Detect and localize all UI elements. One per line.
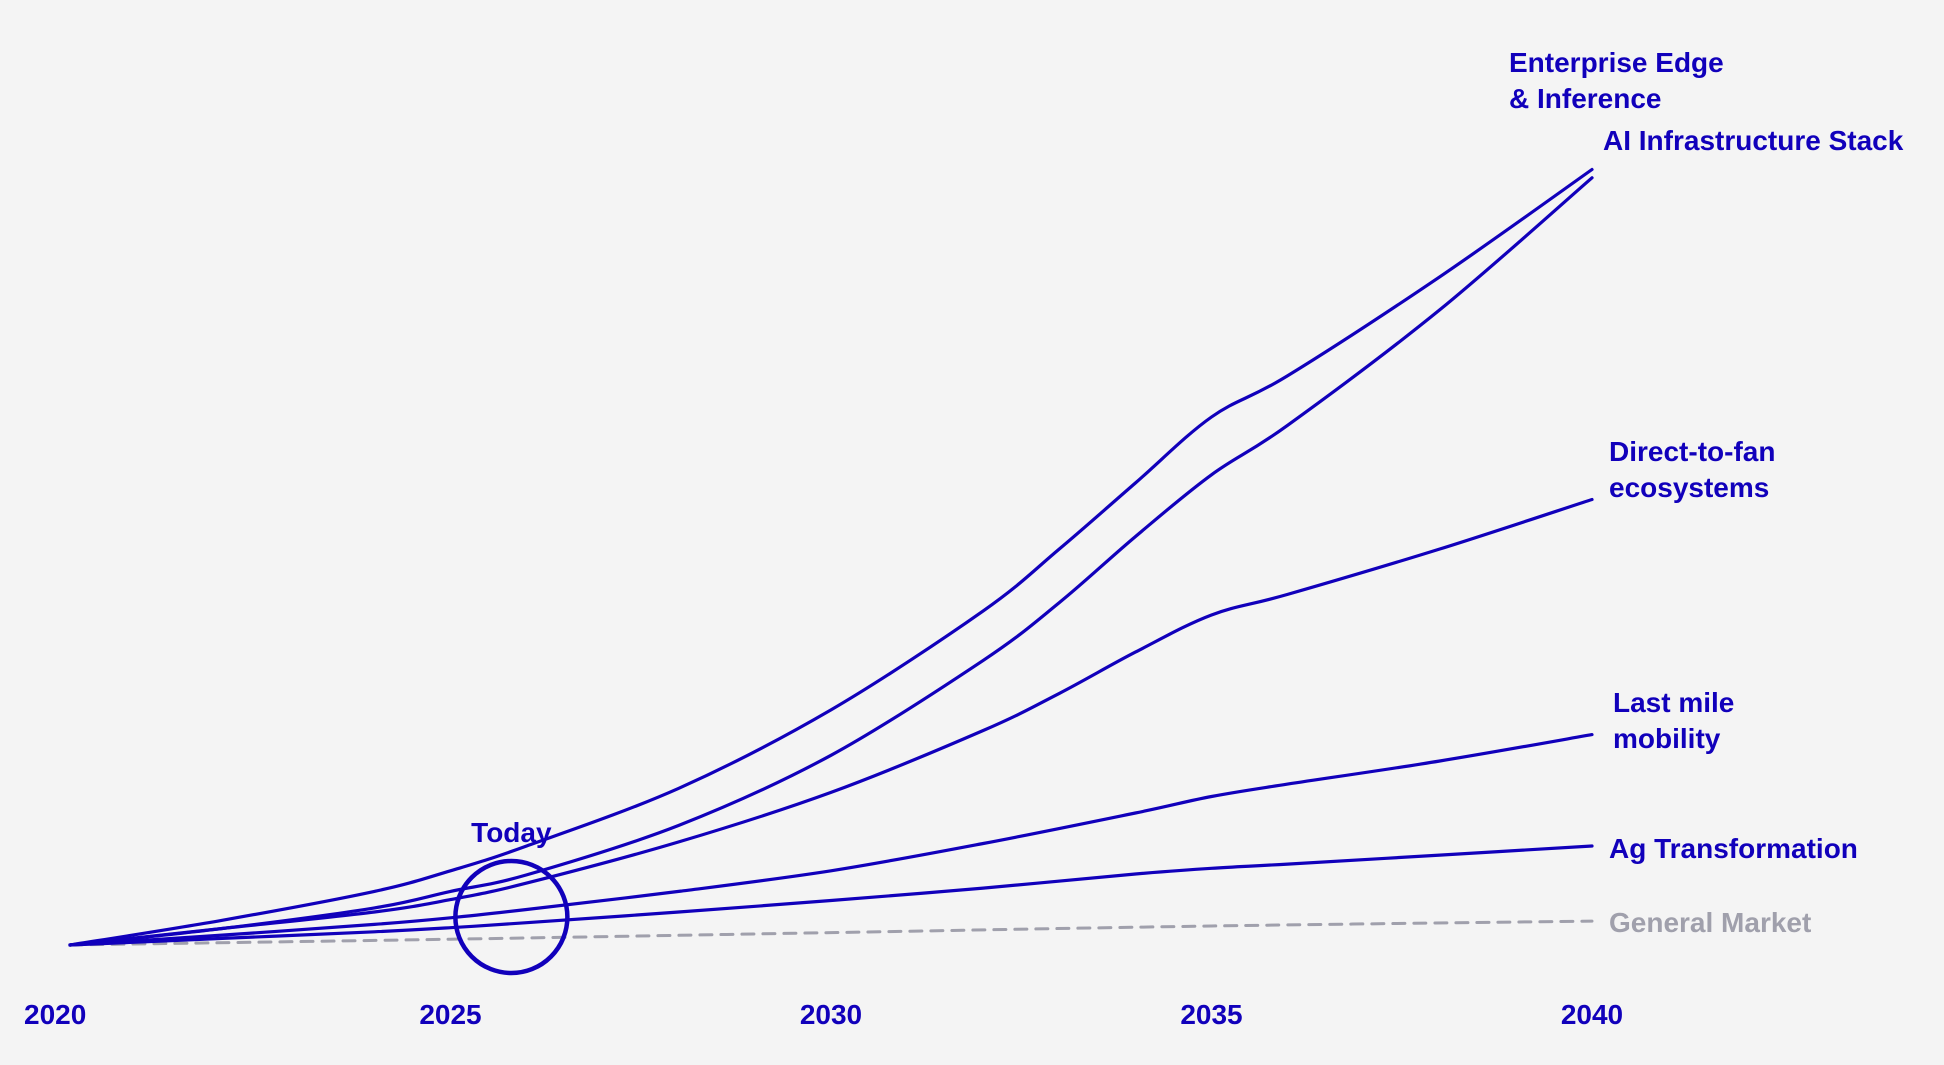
series-labels: Enterprise Edge & Inference AI Infrastruct… — [1509, 47, 1904, 938]
today-annotation: Today — [453, 817, 570, 976]
series-label-5: General Market — [1609, 907, 1811, 938]
x-tick-label-2035: 2035 — [1180, 999, 1242, 1030]
series-line-4 — [68, 844, 1594, 947]
today-marker-circle — [453, 858, 570, 976]
today-label: Today — [471, 817, 552, 848]
series-label-3: Last mile mobility — [1613, 687, 1734, 754]
series-line-2 — [68, 497, 1594, 947]
series-label-2: Direct-to-fan ecosystems — [1609, 436, 1775, 503]
series-lines — [68, 167, 1594, 947]
series-label-1: AI Infrastructure Stack — [1603, 125, 1904, 156]
series-line-0 — [68, 167, 1594, 947]
x-tick-label-2030: 2030 — [800, 999, 862, 1030]
series-label-0: Enterprise Edge & Inference — [1509, 47, 1724, 114]
series-line-1 — [68, 176, 1594, 947]
series-label-4: Ag Transformation — [1609, 833, 1858, 864]
series-line-5 — [68, 919, 1594, 947]
x-tick-label-2025: 2025 — [419, 999, 481, 1030]
x-tick-label-2020: 2020 — [24, 999, 86, 1030]
series-line-3 — [68, 733, 1594, 947]
x-tick-label-2040: 2040 — [1561, 999, 1623, 1030]
x-axis-ticks: 2020 2025 2030 2035 2040 — [24, 999, 1623, 1030]
